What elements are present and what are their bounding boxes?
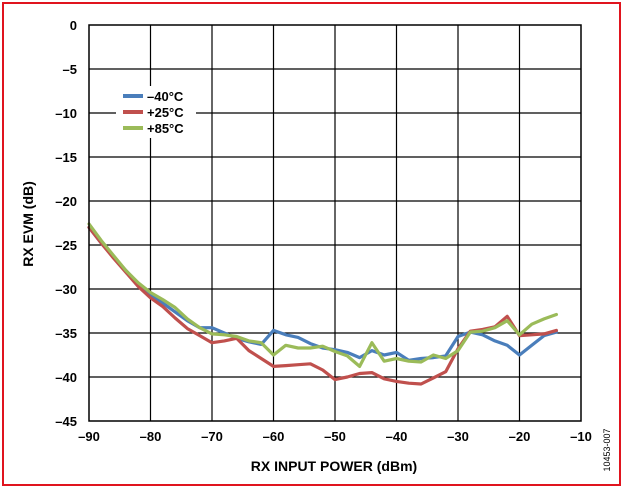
plot-area-border	[88, 24, 582, 422]
y-tick-label: –30	[55, 282, 77, 297]
y-tick-label: –5	[63, 62, 77, 77]
figure-frame	[2, 2, 621, 486]
x-tick-label: –60	[263, 429, 285, 444]
figure-id: 10453-007	[602, 428, 612, 471]
series-line-2	[87, 225, 559, 386]
legend-label: +85°C	[147, 121, 184, 136]
y-tick-label: –15	[55, 150, 77, 165]
series-lines	[87, 222, 559, 386]
y-tick-label: –40	[55, 370, 77, 385]
x-tick-label: –80	[140, 429, 162, 444]
grid	[89, 25, 581, 421]
legend-label: +25°C	[147, 105, 184, 120]
x-tick-label: –40	[386, 429, 408, 444]
x-axis-label: RX INPUT POWER (dBm)	[251, 458, 417, 474]
y-tick-label: –10	[55, 106, 77, 121]
y-axis-label: RX EVM (dB)	[20, 181, 36, 267]
y-tick-label: –35	[55, 326, 77, 341]
x-tick-label: –10	[570, 429, 592, 444]
series-line-1	[87, 225, 559, 362]
x-tick-label: –30	[447, 429, 469, 444]
legend: –40°C+25°C+85°C	[123, 89, 184, 136]
x-tick-label: –50	[324, 429, 346, 444]
x-tick-label: –20	[509, 429, 531, 444]
x-tick-label: –70	[201, 429, 223, 444]
y-tick-label: –25	[55, 238, 77, 253]
y-tick-label: –45	[55, 414, 77, 429]
y-tick-label: 0	[70, 18, 77, 33]
series-line-3	[87, 222, 559, 368]
y-tick-label: –20	[55, 194, 77, 209]
x-tick-label: –90	[78, 429, 100, 444]
tick-labels: –90 –80 –70 –60 –50 –40 –30 –20 –10 0 –5 –10 –15 –20 –…	[55, 18, 592, 444]
legend-label: –40°C	[147, 89, 184, 104]
